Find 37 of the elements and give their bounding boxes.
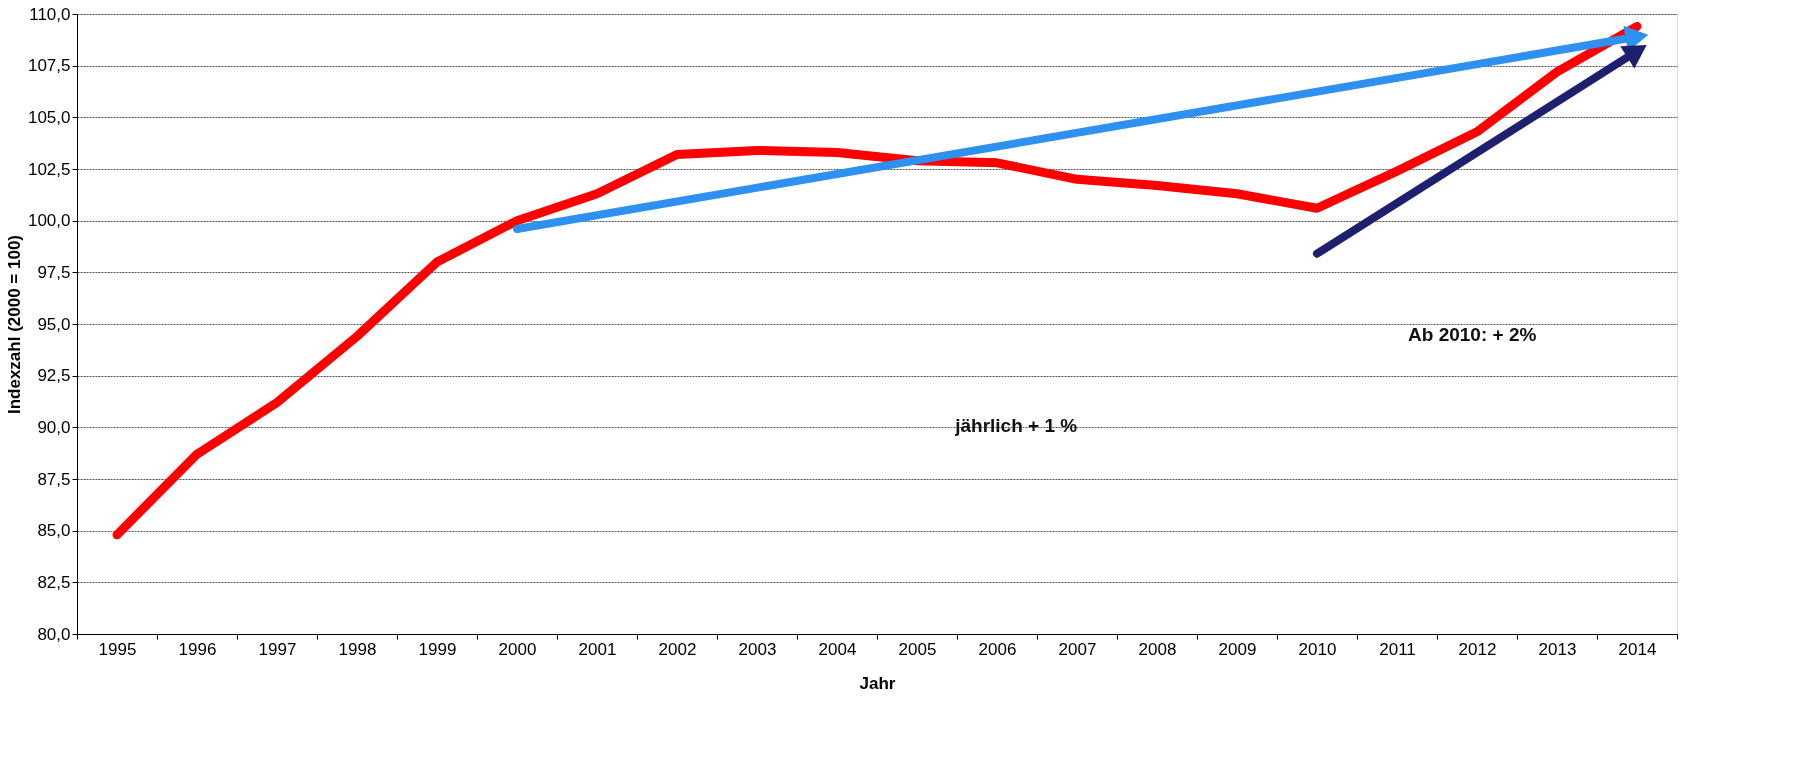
annotation: Ab 2010: + 2% — [1408, 323, 1537, 345]
x-tick-label: 1998 — [338, 639, 377, 659]
y-tick-label: 107,5 — [27, 56, 71, 76]
x-tick-label: 2000 — [498, 639, 537, 659]
x-tick-label: 1999 — [418, 639, 457, 659]
y-axis-title: Indexzahl (2000 = 100) — [4, 234, 24, 415]
x-tick-label: 1997 — [258, 639, 297, 659]
y-tick-label: 95,0 — [37, 314, 71, 334]
y-tick-label: 80,0 — [37, 624, 71, 644]
y-tick-label: 105,0 — [27, 107, 71, 127]
x-tick-label: 2008 — [1138, 639, 1177, 659]
y-tick-label: 87,5 — [37, 469, 71, 489]
x-tick-label: 2004 — [818, 639, 857, 659]
x-tick-label: 2002 — [658, 639, 697, 659]
x-tick-label: 2010 — [1298, 639, 1337, 659]
x-tick-label: 1996 — [178, 639, 217, 659]
y-tick-label: 90,0 — [37, 417, 71, 437]
x-tick-label: 2005 — [898, 639, 937, 659]
x-tick-label: 2012 — [1458, 639, 1497, 659]
y-tick-label: 110,0 — [29, 4, 71, 24]
x-tick-label: 2006 — [978, 639, 1017, 659]
y-tick-label: 92,5 — [37, 366, 71, 386]
y-tick-label: 97,5 — [37, 262, 71, 282]
x-tick-label: 2014 — [1618, 639, 1657, 659]
y-tick-label: 102,5 — [27, 159, 71, 179]
y-tick-label: 85,0 — [37, 521, 71, 541]
x-tick-label: 2013 — [1538, 639, 1577, 659]
annotation: jährlich + 1 % — [954, 415, 1078, 437]
x-tick-label: 2003 — [738, 639, 777, 659]
x-tick-label: 1995 — [98, 639, 137, 659]
x-axis-title: Jahr — [859, 673, 896, 693]
x-tick-label: 2007 — [1058, 639, 1097, 659]
y-tick-label: 100,0 — [27, 211, 71, 231]
x-tick-label: 2009 — [1218, 639, 1257, 659]
y-tick-label: 82,5 — [37, 572, 71, 592]
x-tick-label: 2001 — [578, 639, 617, 659]
x-tick-label: 2011 — [1379, 639, 1416, 659]
